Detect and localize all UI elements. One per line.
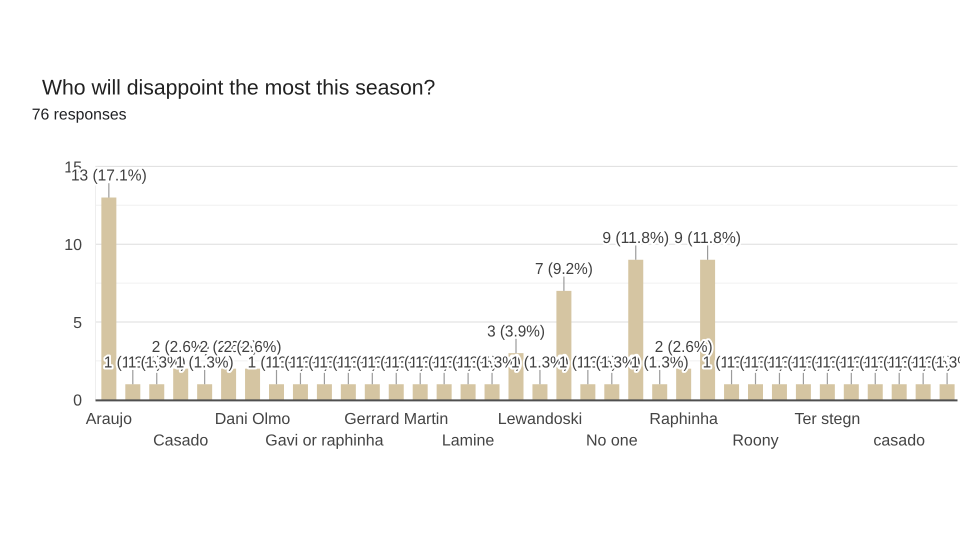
svg-text:1 (1.3%): 1 (1.3%)	[822, 354, 880, 371]
svg-text:1 (1.3%): 1 (1.3%)	[319, 354, 377, 371]
svg-text:1 (1.3%): 1 (1.3%)	[774, 354, 832, 371]
svg-text:1 (1.3%): 1 (1.3%)	[727, 354, 785, 371]
svg-text:1 (1.3%): 1 (1.3%)	[439, 354, 497, 371]
svg-text:1 (1.3%): 1 (1.3%)	[511, 354, 569, 371]
svg-text:Gerrard Martin: Gerrard Martin	[344, 411, 448, 428]
svg-text:Araujo: Araujo	[86, 411, 132, 428]
svg-text:15: 15	[64, 159, 82, 176]
svg-text:9 (11.8%): 9 (11.8%)	[674, 230, 741, 247]
svg-text:Who will disappoint the most t: Who will disappoint the most this season…	[42, 76, 435, 99]
svg-text:Ter stegn: Ter stegn	[794, 411, 860, 428]
svg-text:Lamine: Lamine	[442, 432, 495, 449]
svg-text:1 (1.3%): 1 (1.3%)	[128, 354, 186, 371]
svg-text:13 (17.1%): 13 (17.1%)	[71, 168, 147, 185]
svg-text:2 (2.6%): 2 (2.6%)	[224, 339, 282, 356]
svg-text:1 (1.3%): 1 (1.3%)	[295, 354, 353, 371]
svg-text:1 (1.3%): 1 (1.3%)	[798, 354, 856, 371]
svg-text:9 (11.8%): 9 (11.8%)	[602, 230, 669, 247]
svg-text:1 (1.3%): 1 (1.3%)	[415, 354, 473, 371]
svg-text:Gavi or raphinha: Gavi or raphinha	[265, 432, 383, 449]
svg-text:0: 0	[73, 393, 82, 410]
svg-text:1 (1.3%): 1 (1.3%)	[248, 354, 306, 371]
svg-text:1 (1.3%): 1 (1.3%)	[631, 354, 689, 371]
svg-text:5: 5	[73, 315, 82, 332]
svg-text:1 (1.3%): 1 (1.3%)	[751, 354, 809, 371]
svg-text:Raphinha: Raphinha	[649, 411, 718, 428]
svg-text:1 (1.3%): 1 (1.3%)	[894, 354, 952, 371]
svg-text:1 (1.3%): 1 (1.3%)	[559, 354, 617, 371]
svg-text:Lewandoski: Lewandoski	[498, 411, 583, 428]
svg-text:1 (1.3%): 1 (1.3%)	[703, 354, 761, 371]
svg-text:7 (9.2%): 7 (9.2%)	[535, 261, 593, 278]
svg-text:2 (2.6%): 2 (2.6%)	[655, 339, 713, 356]
svg-text:1 (1.3%): 1 (1.3%)	[846, 354, 904, 371]
svg-text:2 (2.6%): 2 (2.6%)	[152, 339, 210, 356]
svg-text:1 (1.3%): 1 (1.3%)	[343, 354, 401, 371]
svg-text:76 responses: 76 responses	[32, 106, 127, 123]
svg-text:casado: casado	[873, 432, 925, 449]
svg-text:1 (1.3%): 1 (1.3%)	[870, 354, 928, 371]
svg-text:1 (1.3%): 1 (1.3%)	[367, 354, 425, 371]
svg-text:1 (1.3%): 1 (1.3%)	[391, 354, 449, 371]
svg-text:3 (3.9%): 3 (3.9%)	[487, 323, 545, 340]
svg-text:1 (1.3%): 1 (1.3%)	[104, 354, 162, 371]
svg-text:Roony: Roony	[732, 432, 778, 449]
svg-text:1 (1.3%): 1 (1.3%)	[272, 354, 330, 371]
svg-text:Casado: Casado	[153, 432, 208, 449]
svg-text:10: 10	[64, 237, 82, 254]
svg-text:1 (1.3%): 1 (1.3%)	[583, 354, 641, 371]
svg-text:1 (1.3%): 1 (1.3%)	[176, 354, 234, 371]
svg-text:1 (1.3%): 1 (1.3%)	[463, 354, 521, 371]
svg-text:1 (1.3%): 1 (1.3%)	[918, 354, 960, 371]
svg-text:2 (2.6%): 2 (2.6%)	[200, 339, 258, 356]
svg-text:No one: No one	[586, 432, 638, 449]
svg-text:Dani Olmo: Dani Olmo	[215, 411, 291, 428]
